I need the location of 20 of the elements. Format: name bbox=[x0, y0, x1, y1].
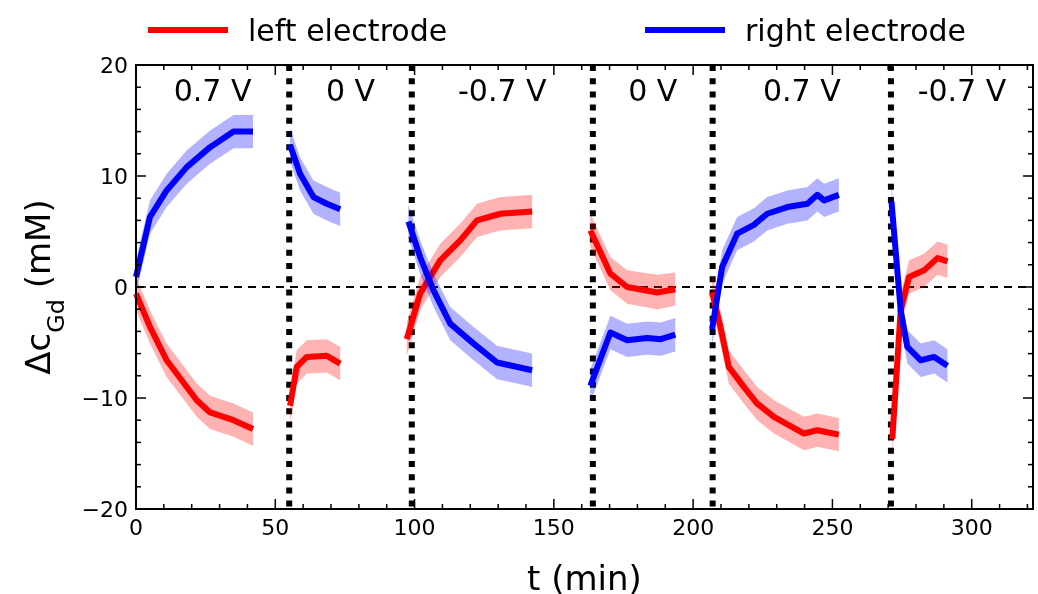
y-tick-label: 20 bbox=[100, 52, 128, 78]
x-tick-label: 250 bbox=[811, 515, 854, 540]
y-tick-label: −10 bbox=[81, 385, 128, 411]
annotation: -0.7 V bbox=[917, 73, 1007, 108]
annotation: 0.7 V bbox=[762, 73, 842, 108]
y-tick-label: −20 bbox=[81, 496, 128, 522]
x-tick-label: 200 bbox=[672, 515, 715, 540]
y-tick-label: 10 bbox=[100, 163, 128, 189]
legend-label: right electrode bbox=[745, 12, 967, 48]
annotation: -0.7 V bbox=[458, 73, 548, 108]
annotation: 0 V bbox=[628, 73, 678, 108]
x-tick-label: 100 bbox=[393, 515, 436, 540]
annotation: 0.7 V bbox=[173, 73, 252, 108]
y-tick-label: 0 bbox=[114, 274, 128, 300]
legend-label: left electrode bbox=[248, 12, 448, 48]
x-tick-label: 50 bbox=[261, 515, 290, 540]
annotation: 0 V bbox=[325, 73, 376, 108]
x-tick-label: 300 bbox=[950, 515, 993, 540]
x-tick-label: 150 bbox=[532, 515, 575, 540]
x-axis-title: t (min) bbox=[527, 558, 642, 594]
